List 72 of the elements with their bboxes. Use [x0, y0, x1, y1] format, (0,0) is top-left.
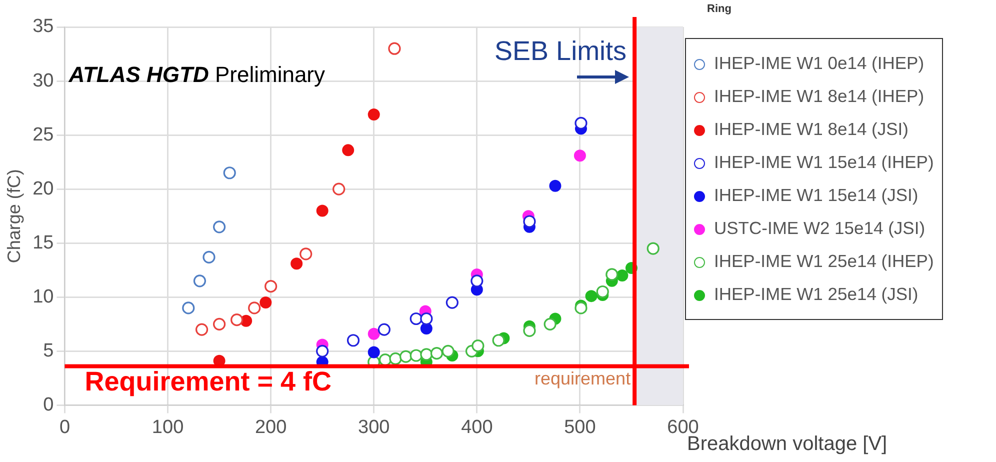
point [523, 215, 536, 228]
point [585, 290, 598, 302]
legend-label: IHEP-IME W1 15e14 (JSI) [714, 185, 918, 205]
point [202, 250, 216, 264]
point [230, 314, 244, 326]
legend-label: IHEP-IME W1 0e14 (IHEP) [714, 53, 924, 73]
point [492, 334, 505, 347]
point [420, 348, 433, 361]
point [523, 324, 536, 337]
x-tick-label: 0 [59, 416, 70, 438]
point [316, 204, 328, 217]
point [606, 268, 618, 281]
ref-line-label: Requirement = 4 fC [84, 366, 332, 396]
point [388, 42, 401, 55]
point [616, 270, 628, 282]
point [549, 180, 562, 192]
point [290, 258, 303, 270]
point [193, 274, 206, 288]
x-tick-label: 100 [152, 416, 184, 438]
x-axis-title: Breakdown voltage [V] [687, 433, 888, 456]
point [420, 312, 433, 326]
point [368, 108, 380, 121]
x-tick-label: 400 [461, 416, 493, 438]
x-tick-label: 500 [564, 416, 596, 438]
point [342, 144, 354, 156]
point [368, 328, 380, 340]
point [574, 150, 586, 162]
point [574, 302, 588, 314]
legend-label: IHEP-IME W1 8e14 (IHEP) [714, 86, 924, 106]
y-tick-label: 25 [32, 124, 54, 146]
y-tick-label: 10 [32, 286, 54, 308]
point [213, 318, 226, 330]
text: Ring [707, 3, 732, 15]
point [346, 334, 360, 347]
y-tick-label: 30 [32, 70, 54, 92]
point [264, 280, 278, 293]
text: ATLAS HGTD Preliminary [68, 62, 326, 87]
point [223, 166, 236, 180]
point [544, 318, 556, 330]
point [574, 116, 588, 130]
legend-label: IHEP-IME W1 25e14 (IHEP) [714, 251, 934, 271]
point [316, 344, 329, 358]
point [430, 347, 444, 360]
point [195, 323, 208, 336]
point [260, 296, 272, 309]
y-tick-label: 15 [32, 232, 54, 254]
point [368, 346, 380, 358]
ref-line-label: SEB Limits [494, 36, 627, 66]
x-tick-label: 200 [254, 416, 287, 438]
band-label: requirement [534, 368, 631, 388]
point [182, 302, 195, 314]
legend-label: USTC-IME W2 15e14 (JSI) [714, 218, 926, 238]
point [472, 339, 484, 352]
y-axis-title: Charge (fC) [4, 169, 24, 264]
point [470, 274, 484, 288]
point [646, 242, 660, 255]
legend-label: IHEP-IME W1 25e14 (JSI) [714, 284, 918, 304]
point [213, 220, 226, 234]
point [378, 323, 390, 336]
y-tick-label: 5 [43, 340, 54, 362]
y-tick-label: 0 [43, 394, 54, 416]
y-tick-label: 35 [32, 16, 54, 38]
point [332, 182, 346, 196]
point [442, 344, 454, 358]
legend-label: IHEP-IME W1 8e14 (JSI) [714, 119, 908, 139]
point [596, 285, 609, 298]
point [446, 296, 458, 309]
y-tick-label: 20 [32, 178, 54, 200]
legend-label: IHEP-IME W1 15e14 (IHEP) [714, 152, 934, 172]
point [300, 248, 312, 260]
point [248, 302, 261, 314]
x-tick-label: 300 [358, 416, 390, 438]
